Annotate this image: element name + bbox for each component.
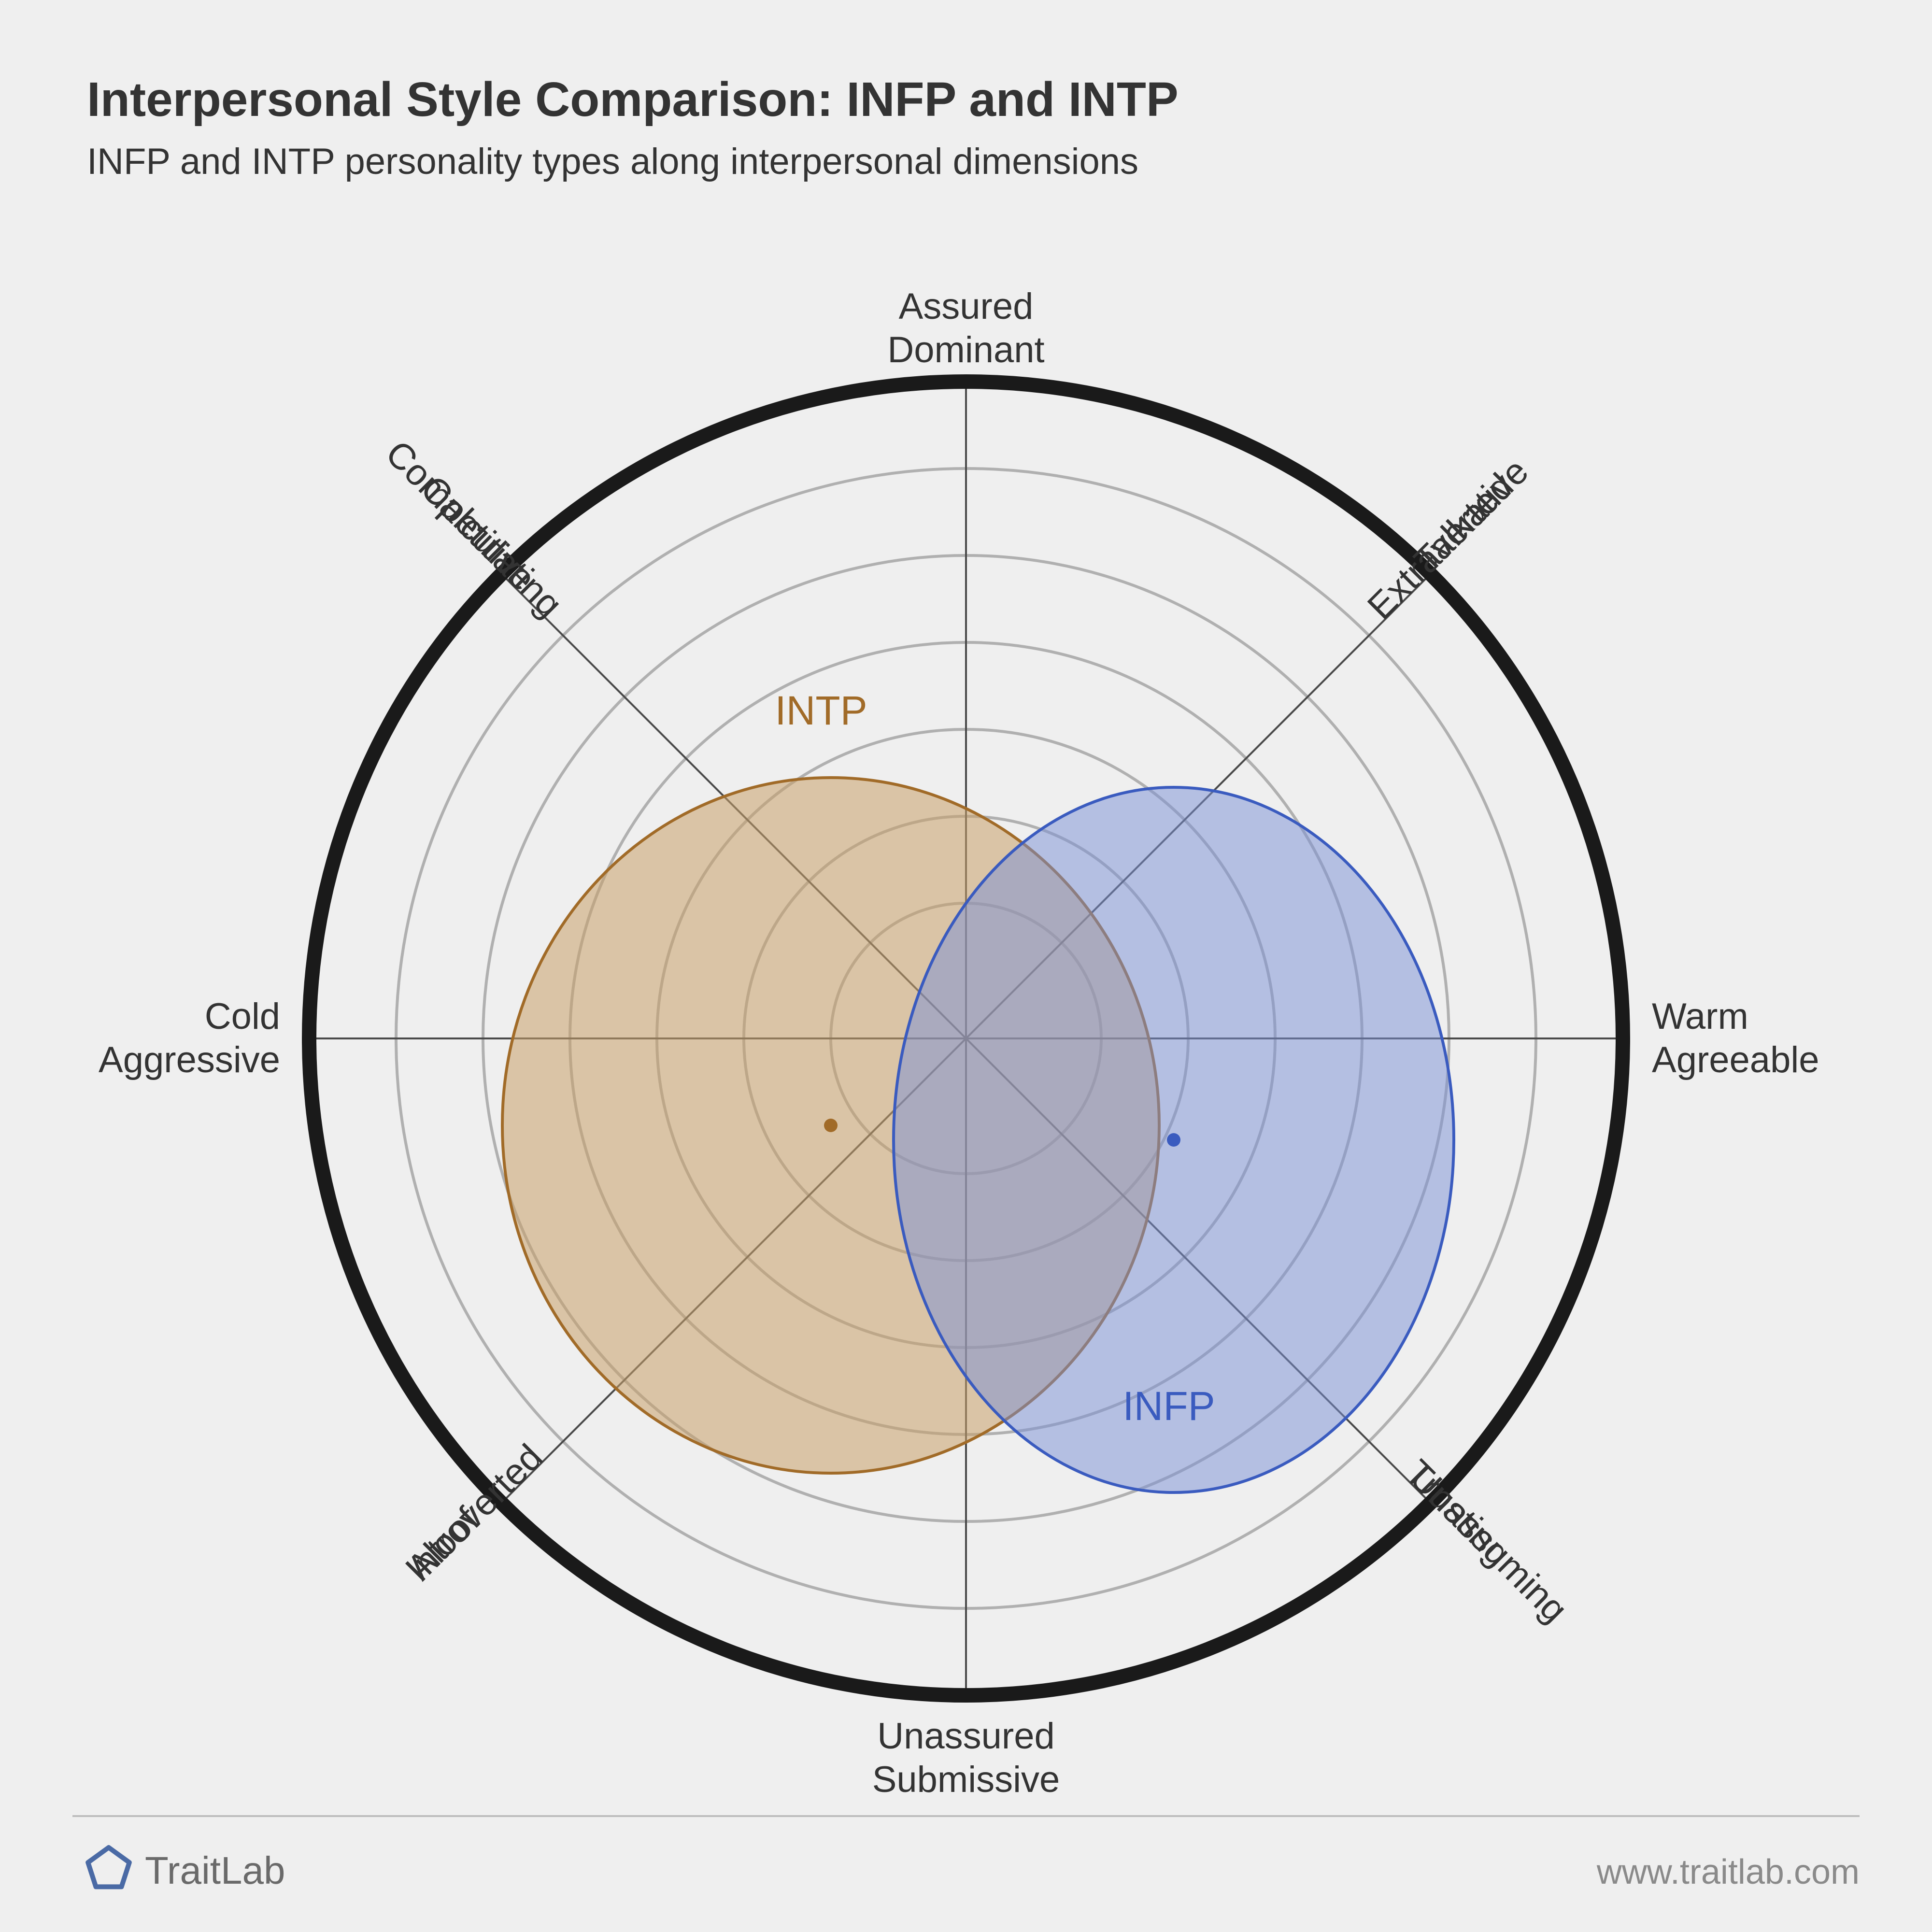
brand-url: www.traitlab.com [1596, 1853, 1860, 1891]
series-center-dot-infp [1167, 1133, 1180, 1147]
axis-label: Aggressive [99, 1039, 280, 1080]
brand-name: TraitLab [145, 1849, 285, 1892]
axis-label: Dominant [887, 329, 1044, 370]
chart-stage: Interpersonal Style Comparison: INFP and… [0, 0, 1932, 1932]
circumplex-svg: Interpersonal Style Comparison: INFP and… [0, 0, 1932, 1932]
axis-label: Submissive [872, 1759, 1060, 1800]
chart-subtitle: INFP and INTP personality types along in… [87, 141, 1138, 182]
axis-label: Agreeable [1652, 1039, 1819, 1080]
series-center-dot-intp [824, 1119, 838, 1132]
axis-label: Warm [1652, 996, 1748, 1037]
chart-title: Interpersonal Style Comparison: INFP and… [87, 72, 1179, 127]
series-label-infp: INFP [1122, 1383, 1215, 1429]
series-label-intp: INTP [775, 688, 867, 733]
axis-label: Assured [899, 286, 1034, 327]
axis-label: Unassured [877, 1716, 1055, 1757]
axis-label: Cold [205, 996, 280, 1037]
